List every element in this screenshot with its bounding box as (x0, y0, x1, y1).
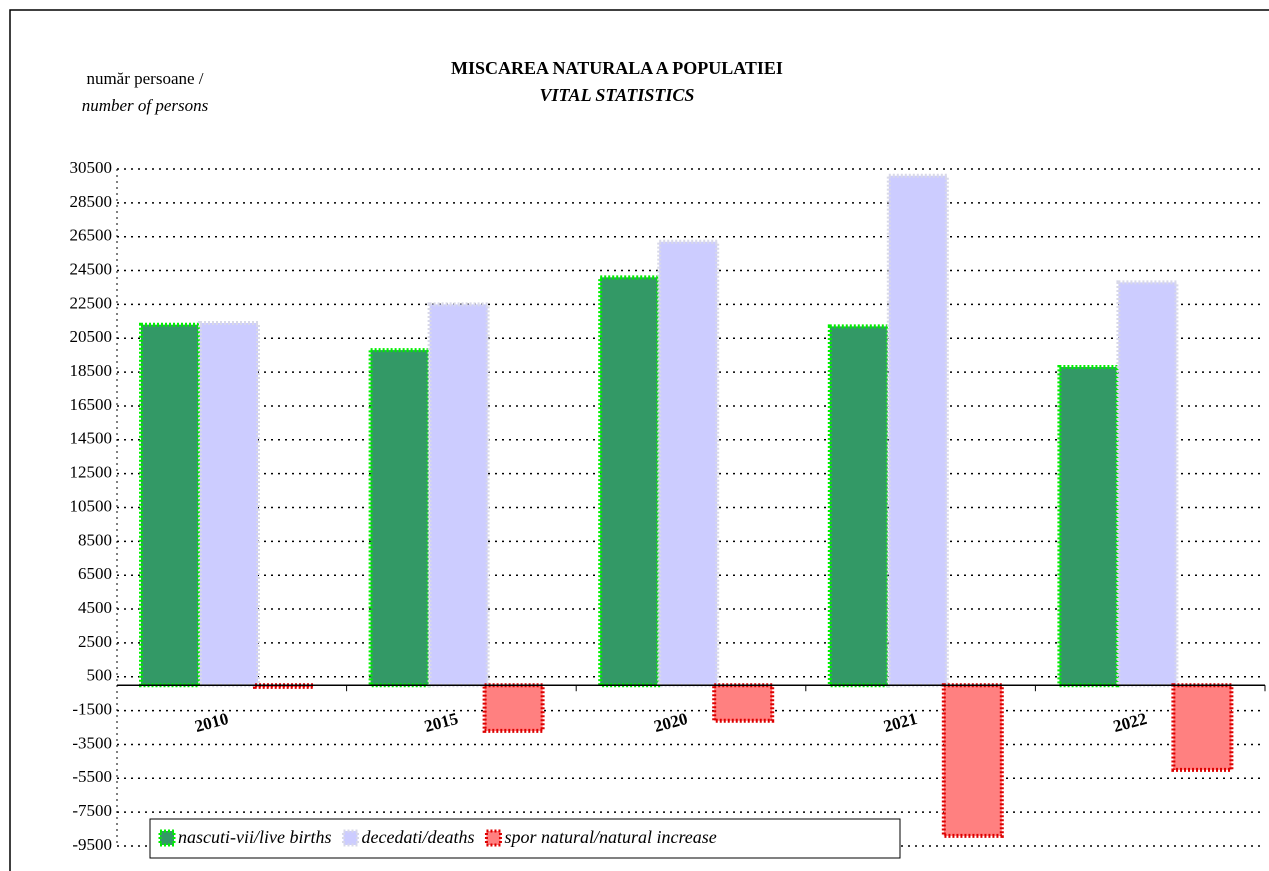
y-axis-label: număr persoane / (86, 69, 203, 88)
x-tick-label: 2015 (422, 709, 460, 736)
y-tick-label: 4500 (78, 598, 112, 617)
bar (1171, 683, 1234, 772)
y-tick-label: 18500 (70, 361, 113, 380)
bar (598, 275, 661, 688)
legend-swatch (341, 829, 359, 847)
y-tick-label: -3500 (72, 733, 112, 752)
bar (886, 173, 949, 688)
x-tick-label: 2022 (1111, 709, 1149, 736)
y-tick-label: 22500 (70, 293, 113, 312)
y-tick-label: -7500 (72, 801, 112, 820)
y-tick-label: 28500 (70, 192, 113, 211)
y-axis-label: number of persons (82, 96, 209, 115)
y-tick-label: 16500 (70, 395, 113, 414)
bar (427, 302, 490, 688)
legend-swatch (158, 829, 176, 847)
y-tick-label: 24500 (70, 259, 113, 278)
bar (712, 683, 775, 723)
bar (1116, 280, 1179, 688)
legend-label: decedati/deaths (361, 827, 474, 847)
y-tick-label: 10500 (70, 496, 113, 515)
y-tick-label: 14500 (70, 429, 113, 448)
legend-label: nascuti-vii/live births (178, 827, 331, 847)
x-tick-label: 2021 (882, 709, 920, 736)
y-tick-label: 26500 (70, 226, 113, 245)
y-tick-label: -5500 (72, 767, 112, 786)
y-tick-label: 2500 (78, 632, 112, 651)
bar (139, 322, 201, 688)
y-tick-label: 30500 (70, 158, 113, 177)
bar (941, 683, 1004, 838)
x-tick-label: 2020 (652, 709, 690, 736)
y-tick-label: -1500 (72, 700, 112, 719)
chart-title: MISCAREA NATURALA A POPULATIEI (451, 58, 783, 78)
chart-subtitle: VITAL STATISTICS (540, 85, 695, 105)
legend-box (149, 818, 901, 859)
bar (482, 683, 545, 733)
bar (1057, 365, 1120, 688)
bar (198, 321, 260, 688)
bar (368, 348, 431, 688)
y-tick-label: 8500 (78, 530, 112, 549)
legend-swatch (484, 829, 502, 847)
bar (657, 239, 720, 688)
bar (827, 324, 890, 688)
y-tick-label: 12500 (70, 463, 113, 482)
x-tick-label: 2010 (193, 709, 231, 736)
chart-border (9, 9, 1269, 871)
y-tick-label: 6500 (78, 564, 112, 583)
y-tick-label: 500 (87, 666, 113, 685)
y-tick-label: -9500 (72, 835, 112, 854)
legend-label: spor natural/natural increase (504, 827, 716, 847)
y-tick-label: 20500 (70, 327, 113, 346)
